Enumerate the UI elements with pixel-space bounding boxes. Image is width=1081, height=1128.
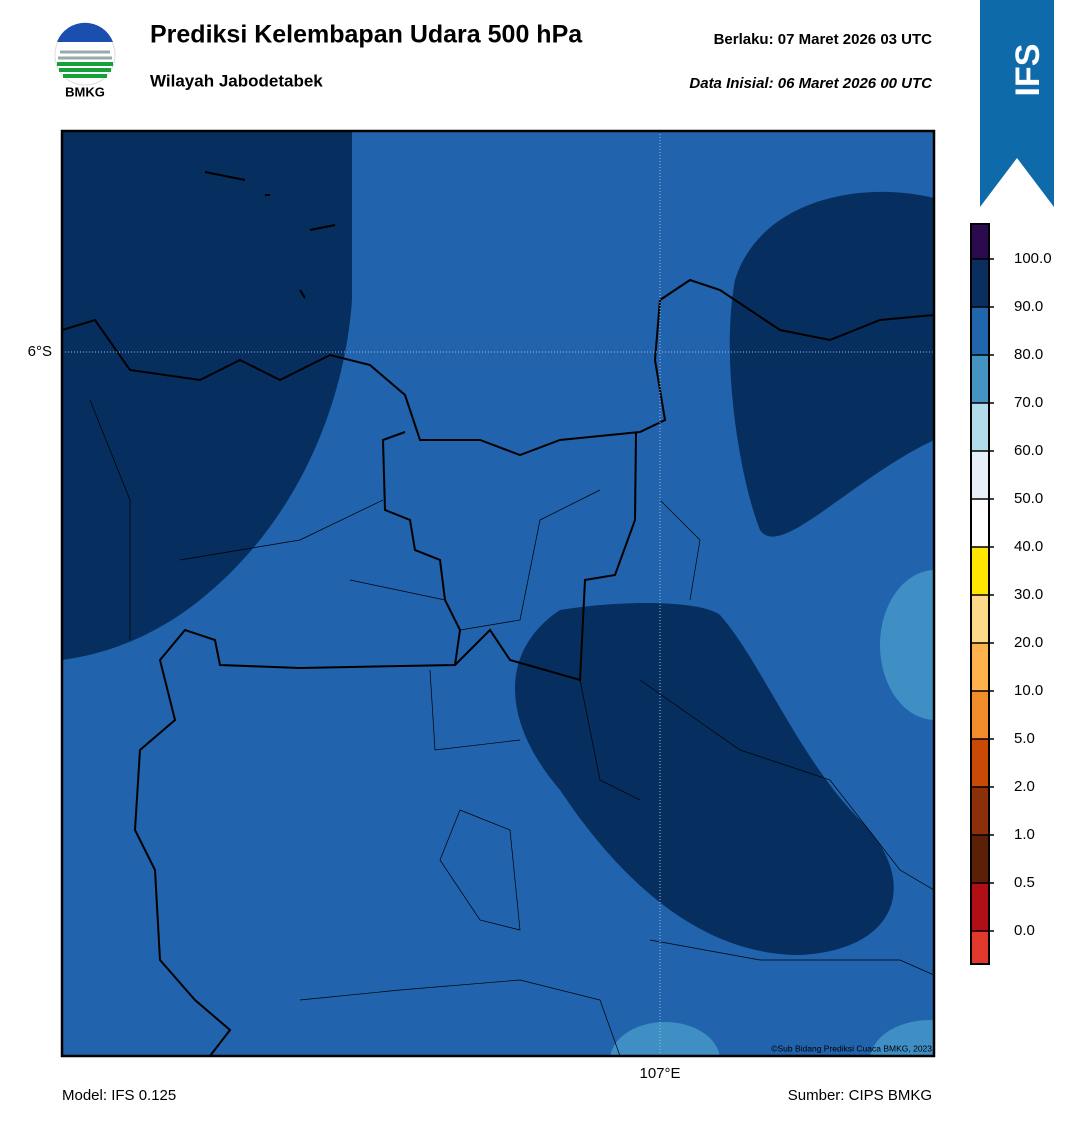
footer-source: Sumber: CIPS BMKG xyxy=(788,1087,932,1104)
colorbar-segment xyxy=(971,787,989,835)
colorbar-segment xyxy=(971,547,989,595)
colorbar-segment xyxy=(971,307,989,355)
colorbar: 0.0 0.5 1.0 2.0 5.0 10.0 20.0 30.0 40.0 50.0 60.0 7… xyxy=(970,223,1052,965)
logo: BMKG xyxy=(54,22,116,99)
province-border xyxy=(454,431,637,682)
lat-label: 6°S xyxy=(28,343,52,360)
islands xyxy=(204,171,336,299)
title: Prediksi Kelembapan Udara 500 hPa xyxy=(150,21,583,49)
field-90-100 xyxy=(515,603,894,955)
field-70-80 xyxy=(880,570,934,720)
colorbar-label: 2.0 xyxy=(1014,778,1035,795)
field-70-80 xyxy=(870,1020,934,1056)
colorbar-frame xyxy=(970,223,990,965)
badge-text: IFS xyxy=(1009,44,1047,97)
colorbar-label: 0.5 xyxy=(1014,874,1035,891)
footer-model: Model: IFS 0.125 xyxy=(62,1087,176,1104)
colorbar-label: 70.0 xyxy=(1014,394,1043,411)
colorbar-segment xyxy=(971,403,989,451)
province-border xyxy=(133,431,462,1056)
colorbar-label: 40.0 xyxy=(1014,538,1043,555)
colorbar-label: 0.0 xyxy=(1014,922,1035,939)
colorbar-segment xyxy=(971,595,989,643)
colorbar-segment xyxy=(971,259,989,307)
colorbar-label: 10.0 xyxy=(1014,682,1043,699)
colorbar-segment xyxy=(971,451,989,499)
colorbar-label: 100.0 xyxy=(1014,250,1052,267)
colorbar-segment xyxy=(971,355,989,403)
colorbar-segment xyxy=(971,883,989,931)
colorbar-label: 30.0 xyxy=(1014,586,1043,603)
lon-label: 107°E xyxy=(639,1065,680,1082)
field-90-100 xyxy=(729,191,934,537)
district-border xyxy=(89,399,934,1056)
colorbar-label: 5.0 xyxy=(1014,730,1035,747)
colorbar-segment xyxy=(971,499,989,547)
colorbar-label: 80.0 xyxy=(1014,346,1043,363)
coastline xyxy=(62,278,934,457)
colorbar-label: 60.0 xyxy=(1014,442,1043,459)
logo-text: BMKG xyxy=(65,84,105,99)
colorbar-label: 20.0 xyxy=(1014,634,1043,651)
subtitle: Wilayah Jabodetabek xyxy=(150,71,323,90)
colorbar-segment xyxy=(971,835,989,883)
colorbar-segment xyxy=(971,739,989,787)
colorbar-label: 1.0 xyxy=(1014,826,1035,843)
colorbar-segment xyxy=(971,931,989,964)
colorbar-segment xyxy=(971,643,989,691)
colorbar-label: 90.0 xyxy=(1014,298,1043,315)
map xyxy=(62,131,934,1056)
valid-time: Berlaku: 07 Maret 2026 03 UTC xyxy=(714,31,933,48)
map-frame xyxy=(60,129,936,1058)
initial-time: Data Inisial: 06 Maret 2026 00 UTC xyxy=(689,75,933,92)
colorbar-segment xyxy=(971,224,989,259)
badge xyxy=(980,0,1054,207)
colorbar-segment xyxy=(971,691,989,739)
copyright: ©Sub Bidang Prediksi Cuaca BMKG, 2023 xyxy=(771,1043,932,1053)
field-90-100 xyxy=(62,131,352,660)
field-70-80 xyxy=(610,1022,720,1056)
colorbar-label: 50.0 xyxy=(1014,490,1043,507)
